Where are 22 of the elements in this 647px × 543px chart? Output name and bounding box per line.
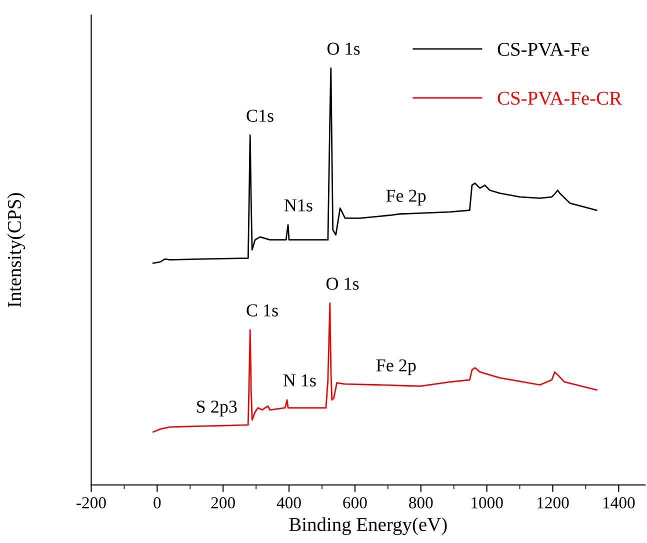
x-tick-label: 600 — [343, 497, 367, 508]
annotation: Fe 2p — [386, 190, 426, 206]
annotation: Fe 2p — [376, 359, 416, 376]
annotation: O 1s — [327, 42, 360, 55]
x-tick-label: 1000 — [472, 497, 503, 508]
x-tick-label: 1200 — [538, 497, 569, 508]
x-tick-label: -200 — [76, 497, 106, 508]
x-tick-label: 200 — [211, 497, 235, 508]
x-tick-label: 800 — [409, 497, 433, 508]
annotation: O 1s — [326, 278, 359, 290]
x-tick-label: 0 — [154, 497, 161, 508]
annotation: N1s — [284, 199, 312, 212]
x-tick-label: 400 — [276, 497, 301, 508]
x-axis-title: Binding Energy(eV) — [289, 517, 447, 536]
annotation: N 1s — [283, 374, 316, 386]
legend-label: CS-PVA-Fe-CR — [498, 92, 622, 105]
legend-label: CS-PVA-Fe — [498, 42, 589, 56]
annotation: C 1s — [246, 304, 278, 316]
x-tick-label: 1400 — [603, 497, 635, 508]
y-axis-title: Intensity(CPS) — [7, 193, 26, 308]
annotation: S 2p3 — [197, 400, 237, 416]
annotation: C1s — [246, 110, 274, 122]
